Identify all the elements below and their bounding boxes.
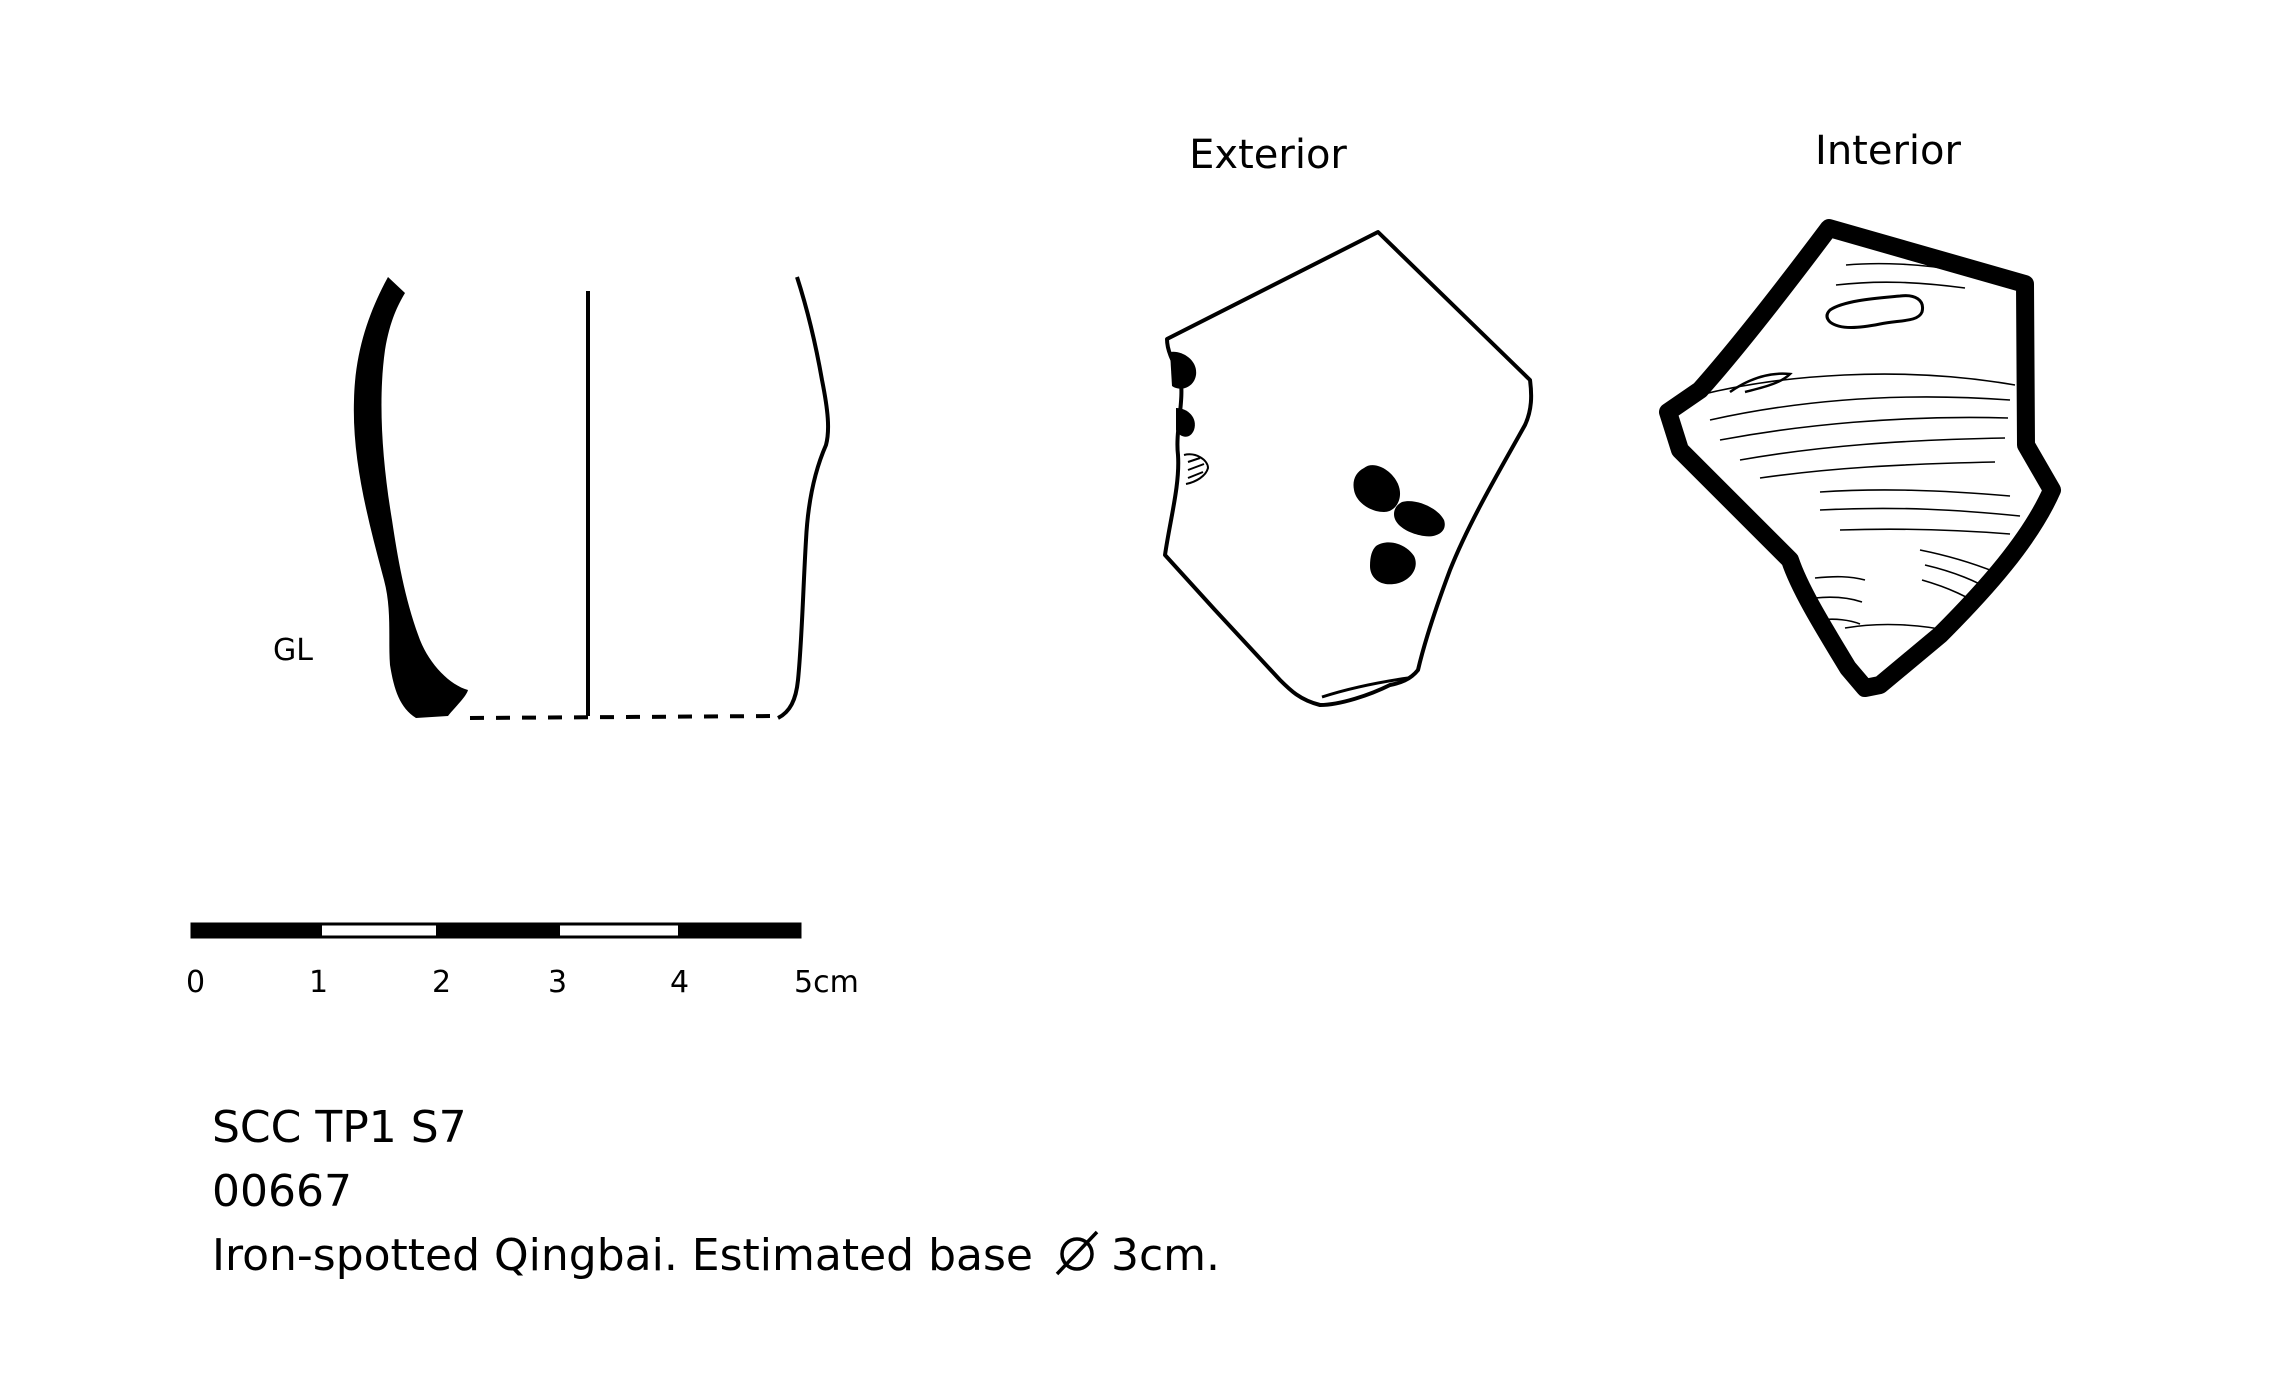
interior-label: Interior (1815, 128, 1961, 174)
scale-tick-label: 0 (186, 965, 205, 1000)
vessel-profile (353, 276, 831, 720)
exterior-base-line (1321, 676, 1409, 699)
scale-tick-labels: 0 1 2 3 4 5cm (186, 965, 859, 1000)
caption-line-1: SCC TP1 S7 (212, 1102, 467, 1153)
iron-spot-1 (1170, 351, 1197, 389)
iron-spot-3 (1353, 465, 1401, 512)
wall-section-left (353, 277, 468, 718)
interior-glaze-blob (1825, 294, 1925, 329)
scale-tick-label: 5cm (794, 965, 859, 1000)
interior-thick-outline (1659, 219, 2061, 697)
exterior-hatch-mark (1183, 453, 1210, 485)
scale-tick-label: 3 (548, 965, 567, 1000)
diameter-icon (1053, 1230, 1101, 1276)
caption-diameter-value: 3cm. (1110, 1230, 1221, 1281)
iron-spot-4 (1394, 501, 1445, 537)
scale-tick-label: 1 (309, 965, 328, 1000)
scale-segment-4 (678, 924, 800, 937)
interior-glaze-streak (1729, 372, 1793, 394)
caption-line-3: Iron-spotted Qingbai. Estimated base 3cm… (212, 1224, 1220, 1288)
scale-bar (190, 922, 802, 939)
caption-line-2: 00667 (212, 1166, 352, 1217)
iron-spot-2 (1176, 408, 1195, 437)
profile-outline-right (777, 276, 831, 720)
exterior-view (1163, 230, 1534, 707)
iron-spot-5 (1370, 542, 1416, 585)
scale-tick-label: 4 (670, 965, 689, 1000)
base-dashed-line (469, 714, 779, 720)
exterior-outline (1163, 230, 1534, 707)
interior-view (1659, 219, 2061, 697)
scale-tick-label: 2 (432, 965, 451, 1000)
glaze-line-label: GL (273, 633, 313, 668)
caption-description: Iron-spotted Qingbai. Estimated base (212, 1230, 1033, 1281)
interior-throwing-lines (1699, 262, 2021, 633)
scale-segment-0 (192, 924, 322, 937)
scale-segment-2 (436, 924, 560, 937)
exterior-label: Exterior (1189, 132, 1347, 178)
